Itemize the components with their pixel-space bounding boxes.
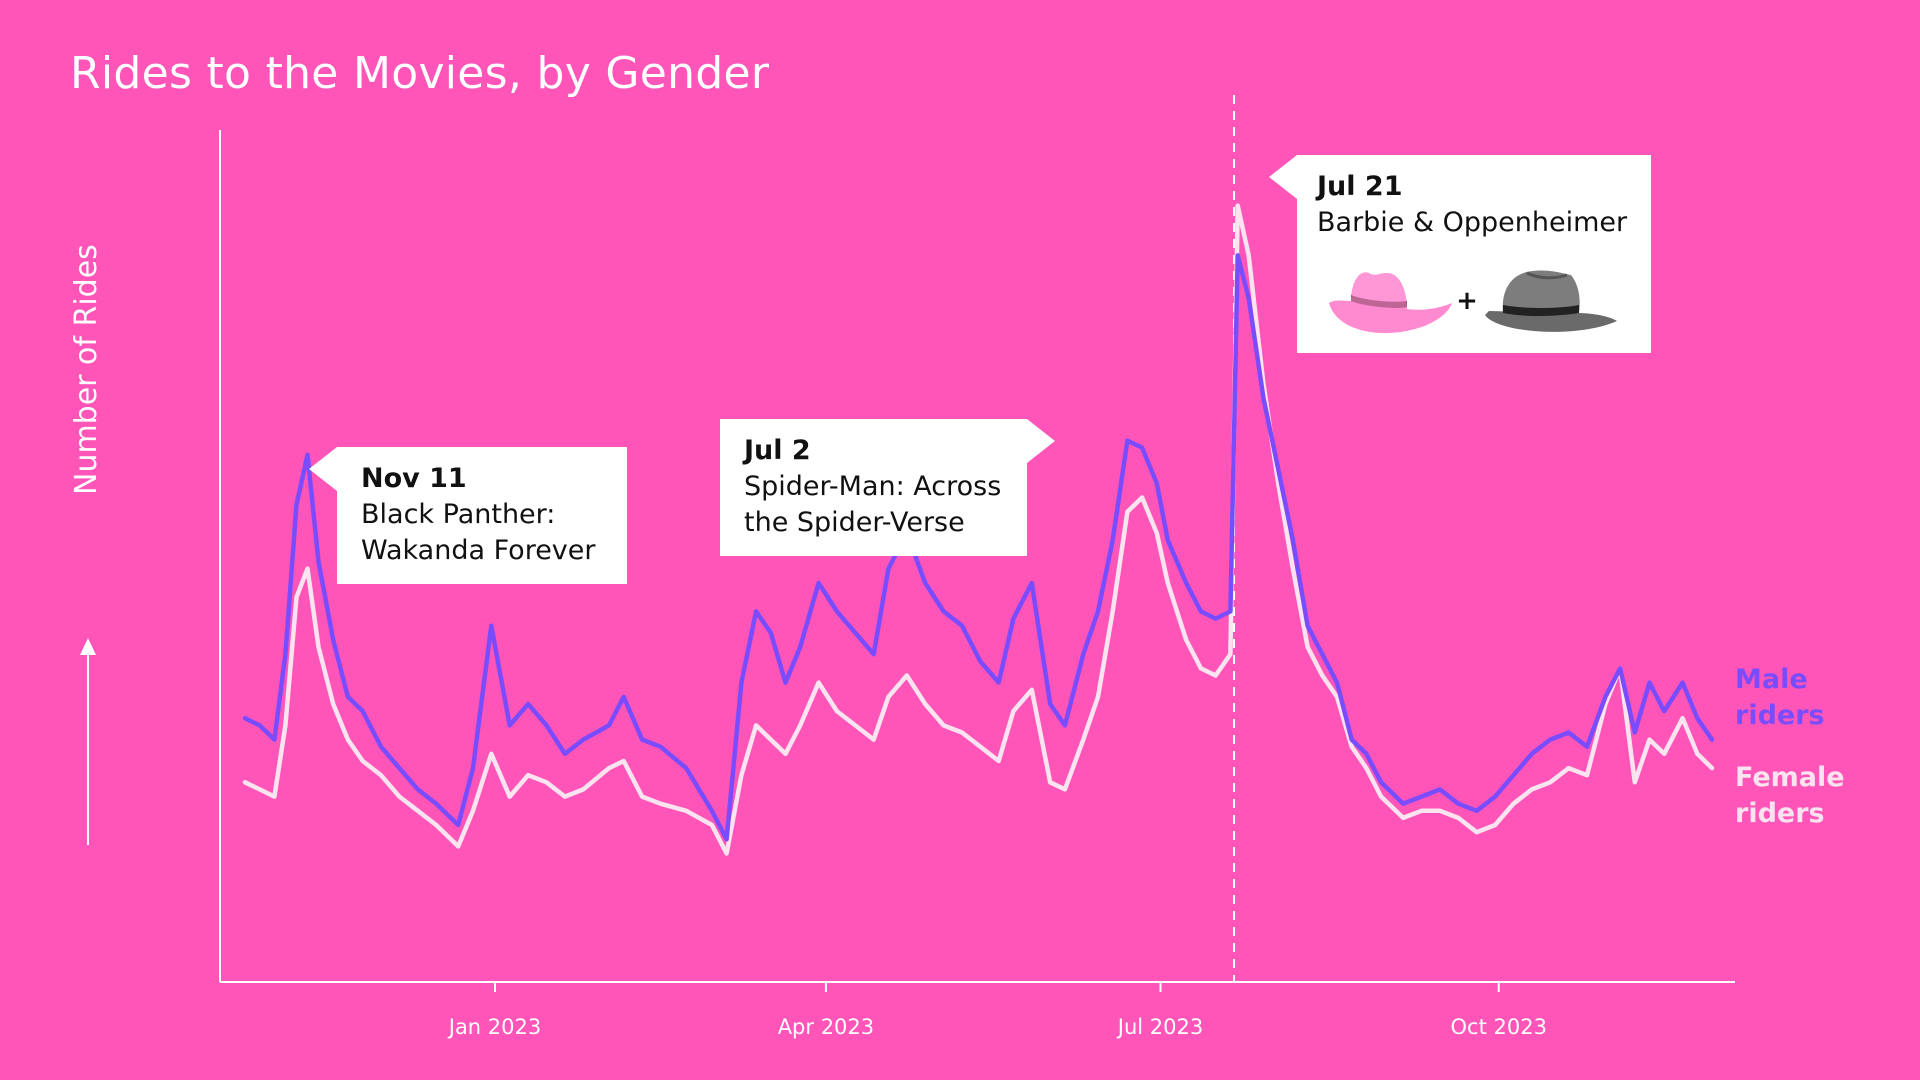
male-series-line [242,253,1715,842]
x-ticks: Jan 2023 Apr 2023 Jul 2023 Oct 2023 [447,982,1547,1039]
y-axis-arrow-head [80,638,96,655]
x-tick-label: Jul 2023 [1116,1015,1203,1039]
legend-male-riders: Male riders [1735,664,1825,731]
annotation-date: Nov 11 [361,463,467,494]
gray-fedora-hat-icon [1485,270,1617,332]
annotation-black-panther: Nov 11 Black Panther: Wakanda Forever [309,447,627,584]
annotation-film: Black Panther: Wakanda Forever [361,499,596,566]
annotation-film: Spider-Man: Across the Spider-Verse [744,471,1002,538]
y-axis-label: Number of Rides [69,244,104,495]
page-title: Rides to the Movies, by Gender [70,48,770,99]
pink-cowboy-hat-icon [1329,272,1452,334]
chart-axes: Number of Rides [69,130,1735,983]
x-tick-label: Jan 2023 [447,1015,542,1039]
x-tick-label: Oct 2023 [1451,1015,1547,1039]
female-series-line [242,203,1715,856]
annotation-barbie-oppenheimer: Jul 21 Barbie & Oppenheimer + [1269,155,1651,353]
x-tick-label: Apr 2023 [778,1015,874,1039]
annotation-spider-man: Jul 2 Spider-Man: Across the Spider-Vers… [720,419,1055,556]
plus-sign: + [1456,286,1478,316]
legend-female-riders: Female riders [1735,762,1845,829]
annotation-film: Barbie & Oppenheimer [1317,207,1628,238]
hats-illustration: + [1329,270,1617,334]
annotation-date: Jul 2 [744,435,811,466]
annotation-date: Jul 21 [1317,171,1403,202]
